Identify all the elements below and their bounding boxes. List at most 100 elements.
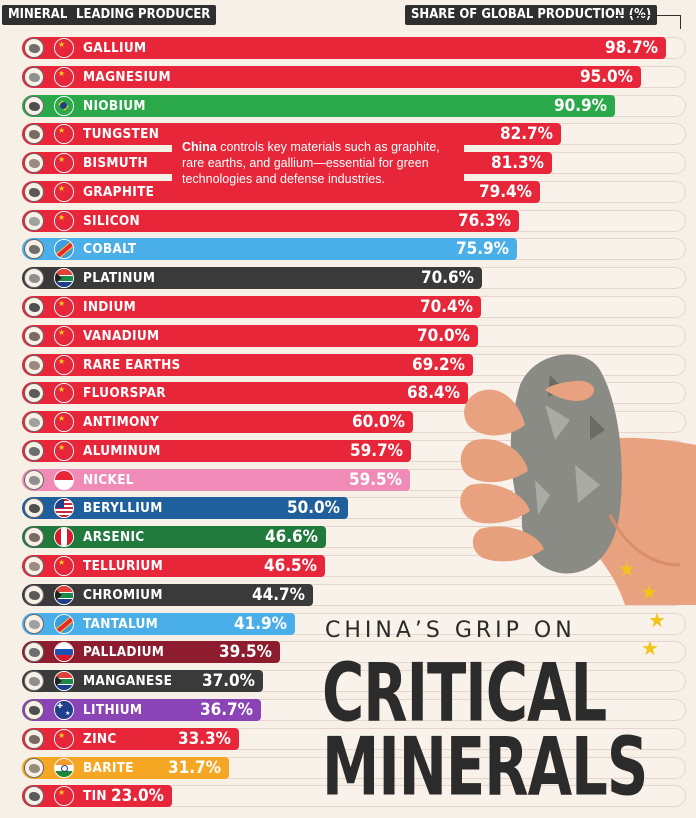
mineral-label-zinc: ZINC <box>83 731 117 747</box>
mineral-label-bismuth: BISMUTH <box>83 155 149 171</box>
flag-russia-icon <box>54 642 74 662</box>
mineral-label-nickel: NICKEL <box>83 472 134 488</box>
bar-nickel <box>22 469 410 491</box>
fluorspar-mineral-icon <box>24 383 44 403</box>
value-label-fluorspar: 68.4% <box>406 383 460 403</box>
magnesium-mineral-icon <box>24 67 44 87</box>
indium-mineral-icon <box>24 297 44 317</box>
mineral-label-beryllium: BERYLLIUM <box>83 500 163 516</box>
flag-china-icon: ★ <box>54 786 74 806</box>
niobium-mineral-icon <box>24 96 44 116</box>
bar-zinc <box>22 728 239 750</box>
bar-chromium <box>22 584 313 606</box>
value-label-silicon: 76.3% <box>457 211 511 231</box>
value-label-tellurium: 46.5% <box>263 556 317 576</box>
mineral-label-fluorspar: FLUORSPAR <box>83 385 166 401</box>
value-label-manganese: 37.0% <box>201 671 255 691</box>
chromium-mineral-icon <box>24 585 44 605</box>
flag-china-icon: ★ <box>54 355 74 375</box>
star-icon: ★ <box>641 636 659 660</box>
gallium-mineral-icon <box>24 38 44 58</box>
bar-fluorspar <box>22 382 468 404</box>
mineral-label-manganese: MANGANESE <box>83 673 173 689</box>
bismuth-mineral-icon <box>24 153 44 173</box>
value-label-rare-earths: 69.2% <box>411 355 465 375</box>
beryllium-mineral-icon <box>24 498 44 518</box>
mineral-label-rare-earths: RARE EARTHS <box>83 357 181 373</box>
flag-south-africa-icon <box>54 585 74 605</box>
mineral-label-tellurium: TELLURIUM <box>83 558 163 574</box>
mineral-label-chromium: CHROMIUM <box>83 587 163 603</box>
value-label-aluminum: 59.7% <box>349 441 403 461</box>
flag-china-icon: ★ <box>54 383 74 403</box>
bar-aluminum <box>22 440 411 462</box>
mineral-label-palladium: PALLADIUM <box>83 644 165 660</box>
manganese-mineral-icon <box>24 671 44 691</box>
bar-platinum <box>22 267 482 289</box>
lithium-mineral-icon <box>24 700 44 720</box>
rare-earths-mineral-icon <box>24 355 44 375</box>
mineral-label-cobalt: COBALT <box>83 241 137 257</box>
arsenic-mineral-icon <box>24 527 44 547</box>
mineral-label-silicon: SILICON <box>83 213 141 229</box>
flag-china-icon: ★ <box>54 211 74 231</box>
bar-niobium <box>22 95 615 117</box>
share-header: SHARE OF GLOBAL PRODUCTION (%) <box>405 5 658 25</box>
producer-header: LEADING PRODUCER <box>70 5 217 25</box>
share-header-tick <box>680 15 681 29</box>
mineral-label-arsenic: ARSENIC <box>83 529 145 545</box>
value-label-antimony: 60.0% <box>351 412 405 432</box>
silicon-mineral-icon <box>24 211 44 231</box>
bar-tantalum <box>22 613 295 635</box>
value-label-beryllium: 50.0% <box>286 498 340 518</box>
star-icon: ★ <box>640 580 658 604</box>
flag-australia-icon: ✚ ★ <box>54 700 74 720</box>
tungsten-mineral-icon <box>24 124 44 144</box>
bar-arsenic <box>22 526 326 548</box>
flag-china-icon: ★ <box>54 556 74 576</box>
bar-palladium <box>22 641 280 663</box>
tin-mineral-icon <box>24 786 44 806</box>
china-note: China controls key materials such as gra… <box>172 133 464 193</box>
flag-china-icon: ★ <box>54 124 74 144</box>
mineral-label-lithium: LITHIUM <box>83 702 143 718</box>
tantalum-mineral-icon <box>24 614 44 634</box>
value-label-niobium: 90.9% <box>553 96 607 116</box>
bar-rare-earths <box>22 354 473 376</box>
flag-usa-icon <box>54 498 74 518</box>
flag-brazil-icon <box>54 96 74 116</box>
value-label-lithium: 36.7% <box>199 700 253 720</box>
flag-china-icon: ★ <box>54 326 74 346</box>
bar-gallium <box>22 37 666 59</box>
value-label-indium: 70.4% <box>419 297 473 317</box>
flag-china-icon: ★ <box>54 441 74 461</box>
value-label-gallium: 98.7% <box>604 38 658 58</box>
title-line-critical: CRITICAL <box>322 648 607 741</box>
mineral-label-aluminum: ALUMINUM <box>83 443 161 459</box>
flag-china-icon: ★ <box>54 153 74 173</box>
value-label-tantalum: 41.9% <box>233 614 287 634</box>
barite-mineral-icon <box>24 758 44 778</box>
flag-china-icon: ★ <box>54 729 74 749</box>
mineral-label-tantalum: TANTALUM <box>83 616 159 632</box>
flag-dr-congo-icon <box>54 239 74 259</box>
mineral-header: MINERAL <box>2 5 74 25</box>
mineral-label-vanadium: VANADIUM <box>83 328 160 344</box>
mineral-label-tin: TIN <box>83 788 107 804</box>
share-header-rule <box>615 15 680 16</box>
graphite-mineral-icon <box>24 182 44 202</box>
value-label-graphite: 79.4% <box>478 182 532 202</box>
bar-manganese <box>22 670 263 692</box>
mineral-label-tungsten: TUNGSTEN <box>83 126 160 142</box>
mineral-label-antimony: ANTIMONY <box>83 414 160 430</box>
flag-china-icon: ★ <box>54 412 74 432</box>
platinum-mineral-icon <box>24 268 44 288</box>
value-label-barite: 31.7% <box>167 758 221 778</box>
value-label-cobalt: 75.9% <box>455 239 509 259</box>
palladium-mineral-icon <box>24 642 44 662</box>
bar-vanadium <box>22 325 478 347</box>
antimony-mineral-icon <box>24 412 44 432</box>
value-label-palladium: 39.5% <box>218 642 272 662</box>
title-line-minerals: MINERALS <box>322 722 648 815</box>
